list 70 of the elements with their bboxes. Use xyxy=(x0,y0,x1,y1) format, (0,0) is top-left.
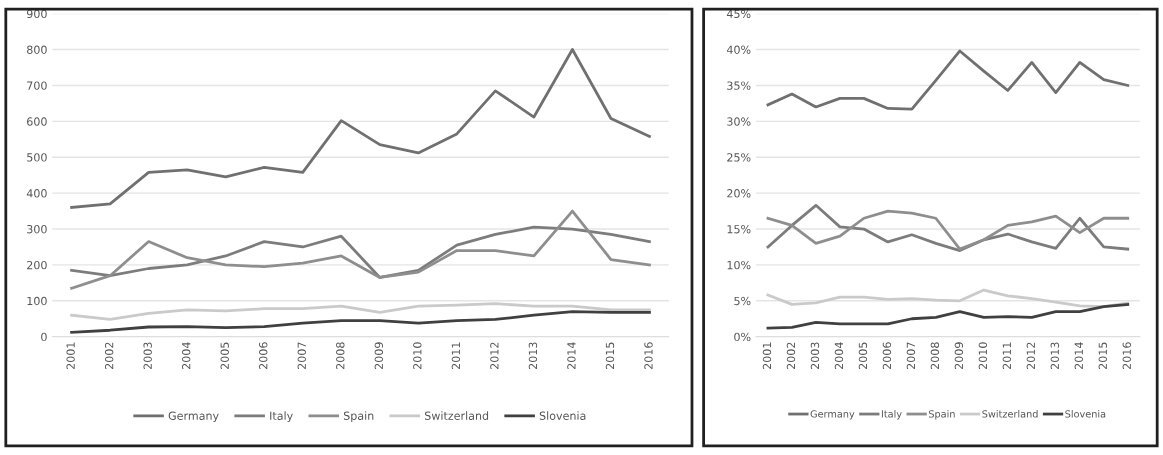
legend-label: Switzerland xyxy=(424,411,489,420)
line-series xyxy=(766,288,1130,308)
y-tick-label: 600 xyxy=(27,117,47,126)
x-tick-label: 2008 xyxy=(336,342,345,370)
x-tick-label: 2006 xyxy=(882,342,892,370)
x-tick-label: 2005 xyxy=(220,342,229,370)
y-tick-label: 100 xyxy=(27,296,47,306)
legend-label: Slovenia xyxy=(1065,410,1106,418)
y-tick-label: 45% xyxy=(726,9,751,19)
x-tick-label: 2011 xyxy=(1002,342,1012,370)
y-tick-label: 200 xyxy=(27,260,47,270)
line-series xyxy=(70,225,651,279)
line-series xyxy=(70,310,651,334)
line-series xyxy=(766,49,1130,111)
line-series xyxy=(70,48,651,209)
x-tick-label: 2003 xyxy=(143,342,152,370)
legend-label: Germany xyxy=(810,410,855,420)
legend-label: Switzerland xyxy=(982,410,1038,418)
x-tick-label: 2006 xyxy=(259,342,268,370)
y-tick-label: 15% xyxy=(727,224,751,234)
x-tick-label: 2012 xyxy=(1026,342,1036,370)
x-tick-label: 2012 xyxy=(490,342,499,370)
y-tick-label: 10% xyxy=(727,260,751,270)
legend-label: Germany xyxy=(168,411,219,423)
x-tick-label: 2001 xyxy=(762,342,772,370)
x-tick-label: 2016 xyxy=(644,342,653,370)
x-tick-label: 2007 xyxy=(297,342,306,370)
line-series xyxy=(70,209,651,290)
x-tick-label: 2010 xyxy=(978,342,988,370)
x-tick-label: 2001 xyxy=(66,342,75,370)
x-tick-label: 2015 xyxy=(605,342,615,370)
x-tick-label: 2004 xyxy=(834,342,844,370)
x-tick-label: 2014 xyxy=(567,342,576,370)
x-tick-label: 2013 xyxy=(528,342,538,370)
y-tick-label: 0% xyxy=(734,332,751,342)
x-tick-label: 2008 xyxy=(930,342,940,370)
line-series xyxy=(766,303,1130,330)
x-tick-label: 2007 xyxy=(906,342,916,370)
x-tick-label: 2013 xyxy=(1050,342,1060,370)
line-series xyxy=(70,302,651,321)
x-tick-label: 2016 xyxy=(1122,342,1131,370)
y-tick-label: 300 xyxy=(27,224,47,234)
y-tick-label: 400 xyxy=(26,189,47,198)
y-tick-label: 20% xyxy=(727,189,751,198)
legend-label: Spain xyxy=(928,410,955,420)
x-tick-label: 2010 xyxy=(413,342,422,370)
y-tick-label: 0 xyxy=(41,332,47,342)
y-tick-label: 30% xyxy=(727,117,751,126)
x-tick-label: 2004 xyxy=(181,342,191,370)
y-tick-label: 40% xyxy=(726,45,751,54)
y-tick-label: 5% xyxy=(734,296,751,306)
y-tick-label: 25% xyxy=(727,153,751,162)
x-tick-label: 2009 xyxy=(374,342,384,370)
y-tick-label: 700 xyxy=(27,81,47,90)
y-tick-label: 35% xyxy=(727,81,751,90)
legend-label: Spain xyxy=(343,411,374,423)
x-tick-label: 2009 xyxy=(954,342,964,370)
y-tick-label: 800 xyxy=(27,45,47,54)
x-tick-label: 2005 xyxy=(858,342,868,370)
x-tick-label: 2002 xyxy=(786,342,796,370)
legend-label: Italy xyxy=(881,410,902,420)
x-tick-label: 2014 xyxy=(1074,342,1083,370)
x-tick-label: 2003 xyxy=(810,342,820,370)
x-tick-label: 2015 xyxy=(1098,342,1107,370)
x-tick-label: 2011 xyxy=(451,342,461,370)
y-tick-label: 500 xyxy=(27,153,47,162)
x-tick-label: 2002 xyxy=(104,342,114,370)
y-tick-label: 900 xyxy=(26,9,47,19)
legend-label: Italy xyxy=(270,411,293,423)
legend-label: Slovenia xyxy=(539,411,586,420)
